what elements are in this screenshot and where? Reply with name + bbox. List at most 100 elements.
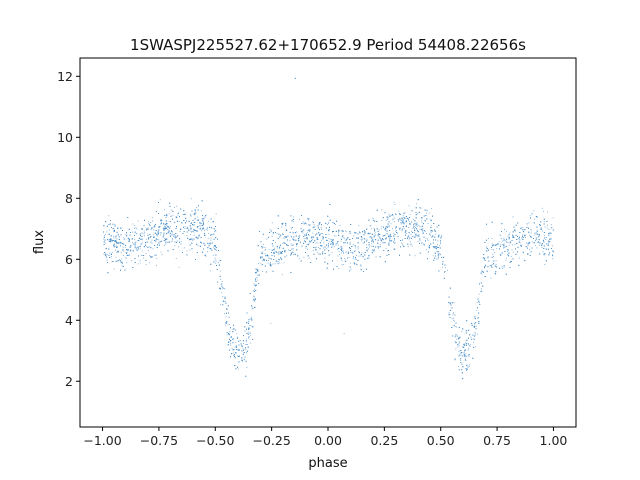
data-point [191, 231, 192, 233]
data-point [172, 238, 173, 240]
data-point [203, 228, 205, 230]
data-point [331, 243, 333, 244]
data-point [180, 243, 182, 245]
data-point [345, 231, 347, 233]
data-point [486, 246, 487, 248]
data-point [419, 225, 421, 227]
data-point [407, 246, 409, 248]
data-point [540, 221, 542, 223]
data-point [126, 254, 128, 256]
data-point [432, 255, 434, 257]
data-point [383, 250, 385, 251]
data-point [189, 213, 191, 215]
data-point [399, 229, 401, 231]
data-point [135, 227, 137, 229]
data-point [462, 366, 464, 368]
data-point [148, 221, 149, 223]
data-point [455, 348, 457, 350]
data-point [116, 246, 118, 248]
data-point [143, 230, 145, 232]
data-point [197, 245, 199, 246]
data-point [214, 245, 216, 247]
data-point [217, 238, 218, 240]
data-point [496, 248, 497, 250]
data-point [350, 268, 352, 270]
data-point [428, 212, 430, 214]
data-point [174, 222, 176, 224]
data-point [552, 217, 554, 219]
data-point [438, 245, 440, 247]
data-point [529, 234, 531, 236]
data-point [451, 307, 453, 309]
data-point [543, 211, 544, 212]
data-point [418, 225, 420, 226]
data-point [248, 337, 249, 339]
data-point [548, 229, 550, 230]
data-point [289, 231, 291, 233]
data-point [421, 220, 423, 222]
data-point [284, 251, 286, 253]
data-point [128, 253, 130, 255]
data-point [441, 235, 442, 237]
data-point [487, 249, 489, 251]
data-point [308, 235, 310, 236]
data-point [507, 242, 509, 244]
data-point [200, 224, 202, 226]
data-point [299, 241, 301, 243]
data-point [523, 236, 525, 238]
data-point [417, 229, 418, 231]
data-point [134, 244, 136, 246]
data-point [341, 252, 342, 254]
data-point [460, 360, 462, 361]
data-point [164, 238, 166, 240]
data-point [232, 342, 234, 344]
data-point [132, 231, 133, 233]
data-point [425, 215, 426, 216]
data-point [241, 359, 243, 361]
data-point [123, 239, 125, 241]
data-point [414, 220, 416, 222]
data-point [340, 240, 342, 242]
data-point [495, 263, 497, 265]
data-point [279, 251, 281, 253]
data-point [245, 375, 247, 377]
data-point [393, 232, 395, 234]
data-point [271, 236, 273, 237]
data-point [466, 364, 468, 366]
data-point [438, 235, 440, 237]
data-point [512, 236, 514, 238]
data-point [220, 303, 222, 305]
data-point [136, 247, 138, 248]
data-point [261, 256, 263, 258]
data-point [447, 269, 448, 271]
data-point [389, 241, 391, 242]
data-point [256, 268, 258, 270]
data-point [317, 247, 319, 248]
data-point [485, 264, 487, 266]
data-point [461, 363, 463, 365]
data-point [190, 230, 192, 232]
data-point [502, 244, 504, 246]
data-point [220, 284, 222, 285]
data-point [352, 244, 354, 246]
data-point [160, 234, 161, 236]
data-point [360, 238, 362, 240]
data-point [364, 232, 366, 234]
data-point [225, 315, 227, 317]
data-point [419, 239, 421, 241]
data-point [463, 344, 464, 346]
data-point [157, 231, 159, 233]
data-point [504, 247, 506, 248]
data-point [132, 250, 134, 252]
data-point [236, 337, 238, 339]
data-point [433, 246, 435, 247]
data-point [215, 246, 216, 248]
data-point [442, 266, 443, 268]
data-point [293, 216, 295, 218]
data-point [503, 247, 504, 249]
data-point [468, 347, 469, 349]
data-point [283, 242, 285, 244]
data-point [402, 245, 404, 247]
data-point [456, 326, 458, 328]
data-point [453, 312, 454, 314]
